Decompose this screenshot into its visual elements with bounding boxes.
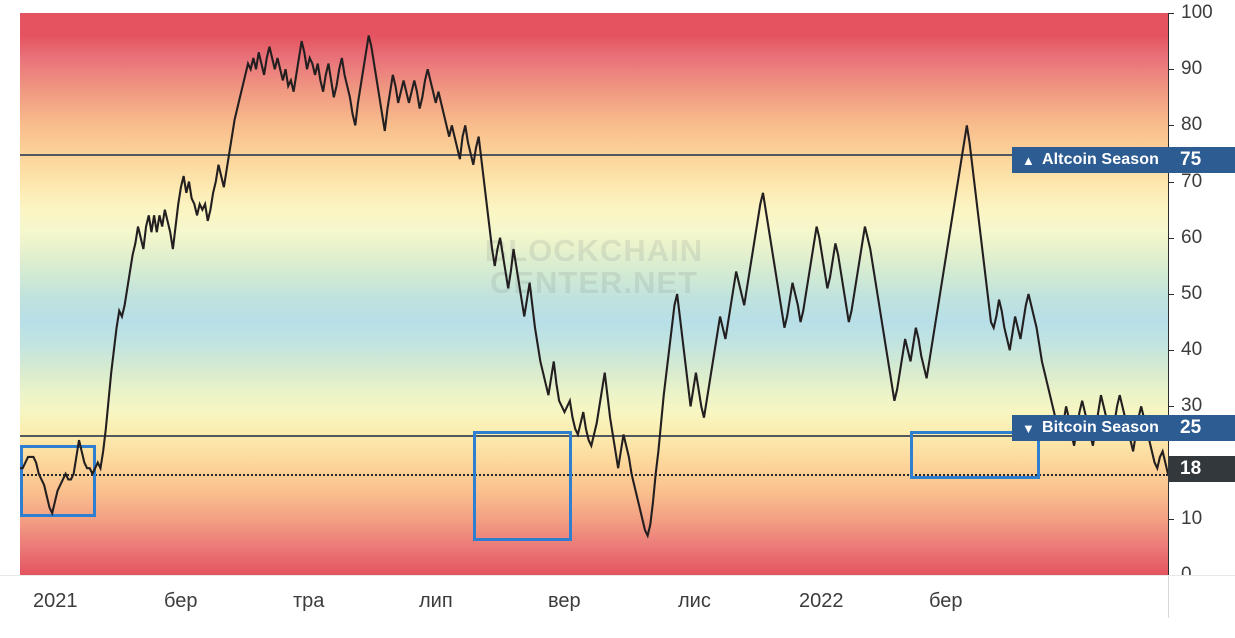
y-tick-label: 10: [1181, 507, 1203, 529]
x-tick-label: бер: [929, 590, 963, 612]
bitcoin-season-value: 25: [1180, 417, 1202, 438]
x-tick-label: вер: [548, 590, 581, 612]
plot-area: BLOCKCHAIN CENTER.NET: [20, 13, 1168, 575]
altcoin-season-value: 75: [1180, 149, 1202, 170]
y-tick-label: 60: [1181, 226, 1203, 248]
bitcoin-season-value-badge: 25: [1168, 415, 1235, 441]
y-tick-label: 70: [1181, 170, 1203, 192]
x-axis-divider: [1168, 576, 1169, 618]
altcoin-season-value-badge: 75: [1168, 147, 1235, 173]
y-tick: [1168, 237, 1174, 239]
y-axis: 100 90 80 70 60 50 40 30 10 0: [1168, 2, 1235, 585]
x-tick-label: тра: [293, 590, 325, 612]
x-tick-label: лис: [678, 590, 711, 612]
y-tick: [1168, 406, 1174, 408]
y-tick: [1168, 125, 1174, 127]
y-tick-label: 0: [1181, 564, 1192, 586]
highlight-box: [473, 431, 572, 541]
y-tick-label: 40: [1181, 339, 1203, 361]
reference-line-current-value: [20, 473, 1168, 476]
x-tick-label: лип: [419, 590, 453, 612]
price-line-series: [20, 35, 1168, 539]
altcoin-season-marker[interactable]: ▲ Altcoin Season: [1012, 147, 1168, 173]
gradient-background: [20, 13, 1168, 575]
highlight-box: [20, 445, 96, 517]
x-axis: 2021 бер тра лип вер лис 2022 бер: [0, 575, 1235, 638]
bitcoin-season-label: Bitcoin Season: [1041, 419, 1159, 436]
current-value: 18: [1180, 458, 1202, 479]
y-tick: [1168, 350, 1174, 352]
x-tick-label: 2021: [33, 590, 78, 612]
reference-line-altcoin-season: [20, 153, 1168, 156]
triangle-up-icon: ▲: [1022, 152, 1035, 168]
y-tick-label: 90: [1181, 58, 1203, 80]
y-tick-label: 100: [1181, 2, 1213, 23]
highlight-box: [910, 431, 1040, 479]
altcoin-season-label: Altcoin Season: [1041, 151, 1159, 168]
y-tick: [1168, 181, 1174, 183]
y-tick: [1168, 294, 1174, 295]
y-tick-label: 30: [1181, 395, 1203, 417]
y-tick: [1168, 13, 1174, 14]
y-tick: [1168, 69, 1174, 71]
x-tick-label: бер: [164, 590, 198, 612]
bitcoin-season-marker[interactable]: ▼ Bitcoin Season: [1012, 415, 1168, 441]
triangle-down-icon: ▼: [1022, 420, 1035, 436]
y-tick: [1168, 518, 1174, 520]
y-tick-label: 80: [1181, 114, 1203, 136]
x-tick-label: 2022: [799, 590, 844, 612]
y-tick-label: 50: [1181, 283, 1203, 304]
current-value-badge: 18: [1168, 456, 1235, 482]
